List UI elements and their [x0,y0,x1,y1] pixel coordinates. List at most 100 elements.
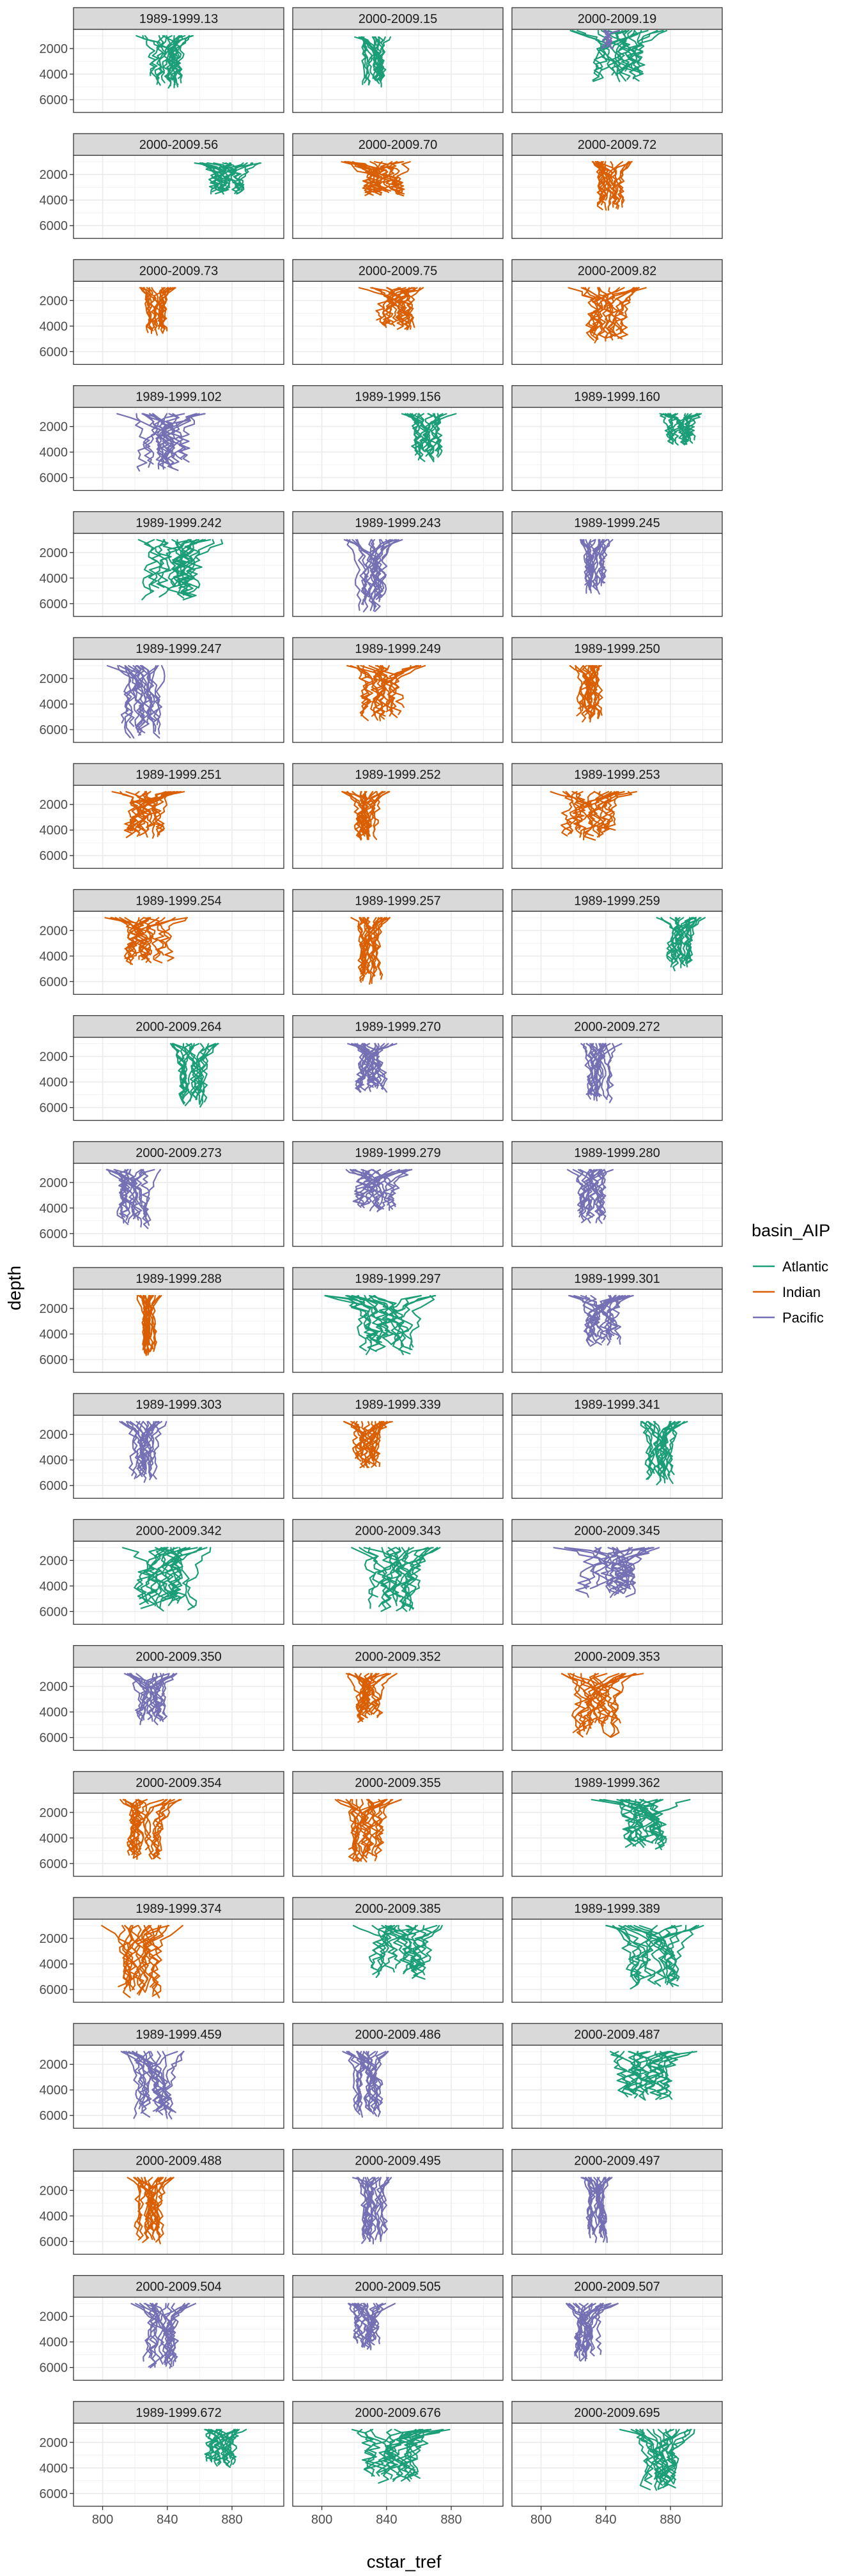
profile-line [355,1043,370,1092]
profile-line [144,413,205,465]
profile-line [394,2428,419,2482]
profile-line [120,664,137,724]
plot-background [512,1415,722,1499]
panel-border [511,1666,723,1751]
profile-line [368,1547,434,1598]
plot-background [293,29,503,112]
strip-background [511,1771,723,1794]
profile-line [617,1924,640,1979]
profile-line [129,791,146,831]
plot-background [293,911,503,995]
profile-line [381,1924,419,1979]
profile-line [363,1043,379,1082]
profile-line [368,539,382,612]
profile-line [362,1673,380,1718]
profile-line [107,1169,143,1228]
strip-background [511,1015,723,1038]
y-tick-label: 2000 [40,294,68,308]
panel-border [511,2170,723,2255]
profile-line [207,2428,217,2461]
strip-background [292,1267,504,1290]
profile-line [178,539,197,589]
strip-label: 1989-1999.249 [355,642,441,656]
strip-background [292,637,504,660]
profile-line [199,162,238,195]
profile-line [132,1798,175,1850]
panel-border [292,29,504,113]
panel-border [292,659,504,743]
profile-line [140,1673,158,1721]
y-tick-label: 2000 [40,42,68,56]
profile-line [162,1547,198,1601]
strip-label: 1989-1999.253 [574,768,660,782]
profile-line [371,1169,396,1211]
strip-label: 1989-1999.259 [574,894,660,908]
profile-line [210,2428,221,2464]
profile-line [581,2303,619,2362]
profile-line [571,791,601,838]
strip-label: 1989-1999.297 [355,1272,441,1286]
plot-background [74,1919,284,2002]
profile-line [348,1798,388,1862]
profile-line [578,1169,591,1222]
profile-line [383,2428,396,2471]
strip-background [511,7,723,30]
legend-label: Pacific [782,1310,824,1326]
profile-line [169,34,180,86]
profile-line [151,413,187,459]
facet-panel: 1989-1999.374 2000 4000 6000 [40,1897,284,2003]
y-tick-label: 2000 [40,1554,68,1568]
profile-line [357,2051,364,2118]
facet-panel: 1989-1999.362 [511,1771,723,1877]
facet-panel: 2000-2009.75 [292,259,504,365]
panel-border [511,1540,723,1625]
y-tick-label: 4000 [40,1328,68,1342]
profile-line [658,2428,674,2485]
profile-line [578,664,602,709]
y-tick-label: 6000 [40,1731,68,1745]
profile-line [345,1798,360,1859]
profile-line [136,1421,160,1469]
facet-panel: 2000-2009.82 [511,259,723,365]
profile-line [610,1294,622,1345]
profile-line [411,413,419,456]
profile-line [364,2177,374,2235]
profile-line [106,664,154,723]
profile-line [155,917,188,959]
profile-line [131,2051,150,2114]
y-tick-label: 6000 [40,2109,68,2123]
strip-label: 2000-2009.56 [139,138,218,152]
profile-line [671,917,693,965]
strip-background [292,2023,504,2046]
y-tick-label: 2000 [40,1428,68,1442]
profile-line [676,917,697,960]
panel-border [292,1793,504,1877]
profile-line [348,2051,360,2115]
strip-background [73,385,284,408]
facet-panel: 1989-1999.303 2000 4000 6000 [40,1393,284,1499]
strip-label: 2000-2009.342 [135,1524,222,1538]
profile-line [621,29,658,72]
facet-panel: 2000-2009.353 [511,1644,723,1751]
profile-line [369,2428,403,2480]
panel-border [73,1919,284,2003]
profile-line [193,1043,216,1100]
profile-line [151,1673,164,1722]
facet-panel: 2000-2009.355 [292,1771,504,1877]
profile-line [368,1924,396,1975]
profile-line [169,1547,183,1602]
panel-border [73,1289,284,1373]
profile-line [611,29,636,75]
panel-border [73,2170,284,2255]
profile-line [615,287,640,340]
panel-border [73,1036,284,1121]
profile-line [589,1673,601,1724]
profile-line [144,1294,162,1347]
strip-label: 1989-1999.251 [135,768,222,782]
plot-background [74,281,284,365]
facet-panel: 2000-2009.695 800 840 880 [511,2401,723,2527]
profile-line [152,664,166,739]
profile-line [172,1043,205,1108]
profile-line [586,1169,603,1215]
facet-panel: 1989-1999.280 [511,1141,723,1247]
